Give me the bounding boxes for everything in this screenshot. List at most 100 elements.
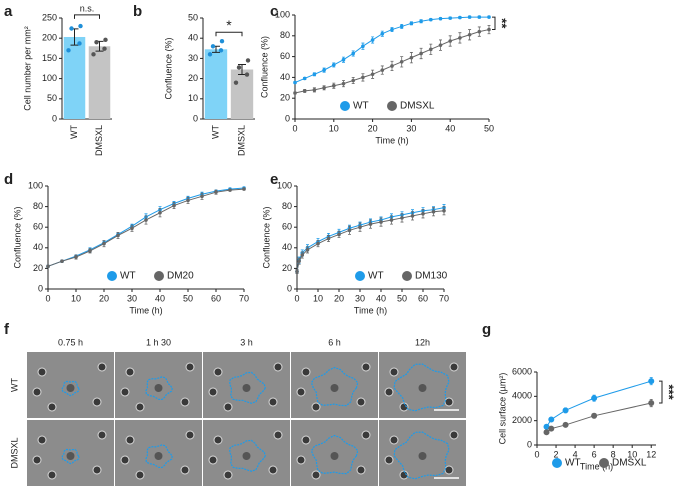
data-point xyxy=(351,51,356,56)
y-tick-label: 6000 xyxy=(512,366,532,376)
row-label: DMSXL xyxy=(9,437,19,468)
data-point xyxy=(228,188,232,192)
data-point xyxy=(88,249,92,253)
cell xyxy=(32,387,42,397)
x-tick-label: WT xyxy=(69,125,79,139)
nucleus xyxy=(330,452,339,460)
data-point xyxy=(409,55,414,60)
data-point xyxy=(305,248,310,252)
x-tick-label: WT xyxy=(210,125,220,139)
y-tick-label: 30 xyxy=(188,53,198,63)
column-label: 12h xyxy=(415,337,430,347)
cell xyxy=(273,430,283,440)
cell-outline xyxy=(61,380,80,397)
panel-label: g xyxy=(482,321,491,338)
data-point xyxy=(233,80,239,85)
data-point xyxy=(332,63,336,67)
data-point xyxy=(410,214,415,218)
y-tick-label: 40 xyxy=(282,242,292,252)
cell xyxy=(223,402,233,412)
y-tick-label: 40 xyxy=(188,33,198,43)
legend-label: DM20 xyxy=(167,271,194,282)
data-point xyxy=(341,81,346,86)
y-tick-label: 80 xyxy=(282,201,292,211)
x-tick-label: 60 xyxy=(418,293,428,303)
panel-label: a xyxy=(4,3,13,20)
data-point xyxy=(293,80,297,85)
data-point xyxy=(399,24,404,29)
data-point xyxy=(347,228,352,233)
data-point xyxy=(487,15,491,19)
y-tick-label: 100 xyxy=(275,9,290,19)
error-bar xyxy=(238,63,246,76)
data-point xyxy=(66,48,71,53)
cell xyxy=(180,465,190,475)
x-tick-label: 70 xyxy=(439,293,449,303)
y-tick-label: 0 xyxy=(527,439,532,449)
data-point xyxy=(326,236,331,241)
x-tick-label: DMSXL xyxy=(236,125,246,156)
data-point xyxy=(399,60,404,64)
y-axis-label: Confluence (%) xyxy=(163,37,173,99)
x-tick-label: 50 xyxy=(183,293,193,303)
data-point xyxy=(158,210,162,215)
legend-label: DM130 xyxy=(415,271,448,282)
data-point xyxy=(543,429,550,436)
data-point xyxy=(419,19,423,24)
data-point xyxy=(543,423,550,430)
series-line xyxy=(546,380,652,428)
x-tick-label: DMSXL xyxy=(94,125,104,156)
cell xyxy=(444,465,454,475)
bracket xyxy=(492,16,496,31)
y-tick-label: 200 xyxy=(42,33,57,43)
data-point xyxy=(361,44,365,48)
data-point xyxy=(172,203,176,208)
data-point xyxy=(103,37,108,43)
data-point xyxy=(236,65,242,70)
x-tick-label: 40 xyxy=(155,293,165,303)
data-point xyxy=(448,39,453,43)
cell xyxy=(296,455,306,465)
cell xyxy=(97,362,107,372)
data-point xyxy=(245,58,251,63)
legend-marker xyxy=(107,271,117,281)
x-axis-label: Time (h) xyxy=(354,305,387,315)
cell xyxy=(296,387,306,397)
series-line xyxy=(294,16,489,84)
x-tick-label: 2 xyxy=(554,449,559,459)
cell xyxy=(125,367,135,377)
legend-marker xyxy=(387,101,397,111)
x-tick-label: 10 xyxy=(71,293,81,303)
data-point xyxy=(302,89,307,93)
bar xyxy=(63,36,86,119)
data-point xyxy=(77,41,82,46)
y-tick-label: 100 xyxy=(277,180,292,190)
x-tick-label: 30 xyxy=(355,293,365,303)
cell xyxy=(399,470,409,480)
data-point xyxy=(448,16,453,20)
legend-marker xyxy=(552,458,562,468)
y-axis-label: Confluence (%) xyxy=(259,36,269,98)
nucleus xyxy=(418,452,427,460)
x-tick-label: 0 xyxy=(534,449,539,459)
data-point xyxy=(487,27,491,32)
cell-outline xyxy=(393,431,450,480)
data-point xyxy=(467,32,472,37)
cell xyxy=(356,465,366,475)
data-point xyxy=(316,241,320,246)
bar xyxy=(230,69,254,119)
data-point xyxy=(361,75,365,80)
data-point xyxy=(409,21,414,26)
data-point xyxy=(429,47,433,52)
bar xyxy=(204,49,228,120)
data-point xyxy=(94,40,99,45)
cell-outline xyxy=(310,366,359,407)
nucleus xyxy=(242,452,251,460)
y-tick-label: 20 xyxy=(33,263,43,273)
cell xyxy=(213,435,223,445)
data-point xyxy=(458,36,462,40)
data-point xyxy=(69,26,74,31)
y-tick-label: 50 xyxy=(188,12,198,22)
x-tick-label: 60 xyxy=(211,293,221,303)
y-tick-label: 0 xyxy=(52,113,57,123)
